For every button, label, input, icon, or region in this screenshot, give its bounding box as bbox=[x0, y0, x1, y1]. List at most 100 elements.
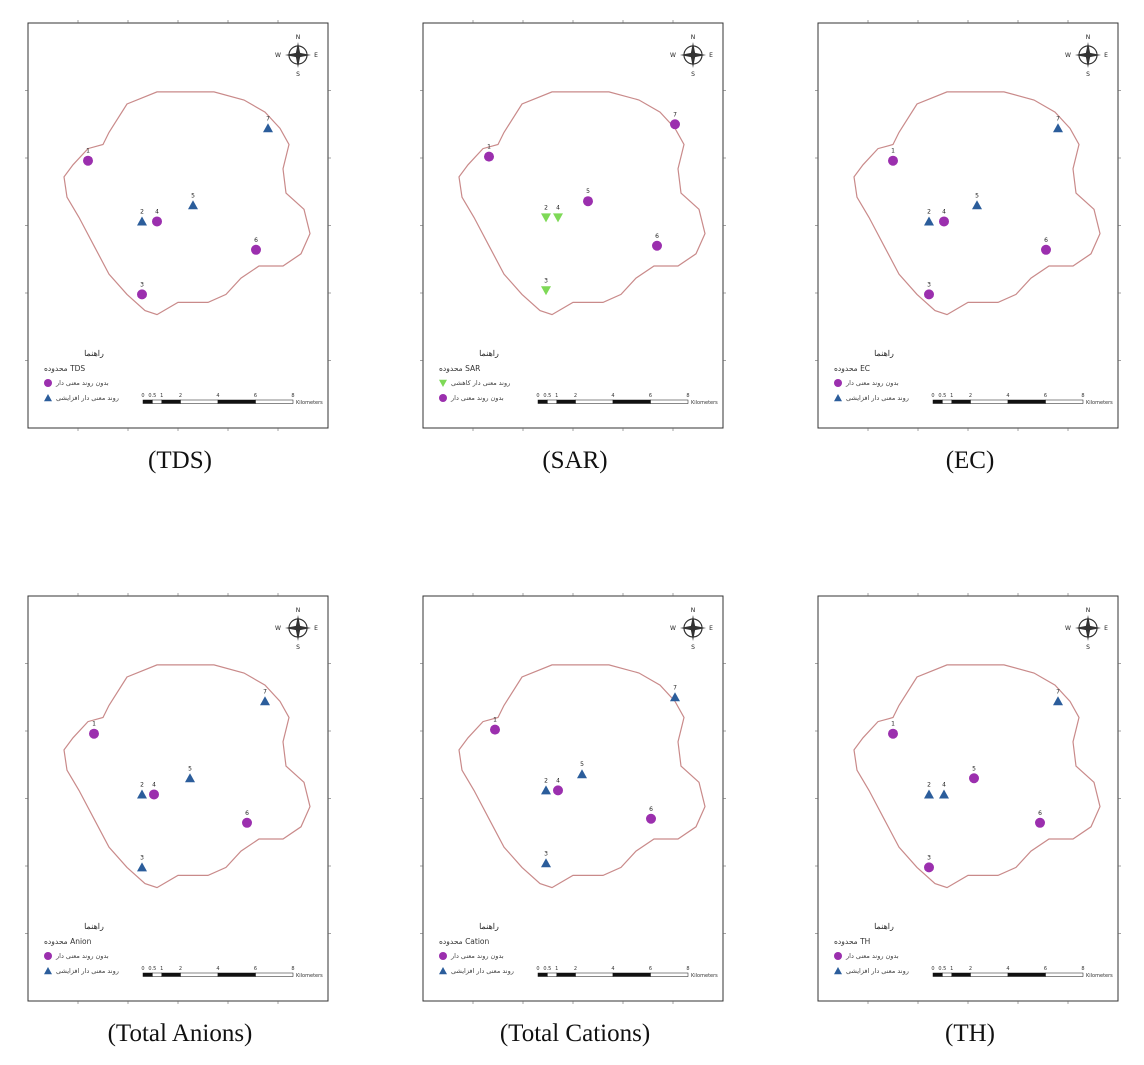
study-area-boundary bbox=[458, 664, 706, 889]
station-marker bbox=[939, 789, 949, 799]
station-marker bbox=[484, 151, 494, 162]
station-label: 7 bbox=[266, 115, 270, 122]
station-marker bbox=[1041, 244, 1051, 255]
scale-unit: Kilometers bbox=[1086, 400, 1113, 406]
station-label: 2 bbox=[544, 777, 548, 784]
compass-e: E bbox=[709, 625, 713, 632]
station-marker bbox=[1053, 123, 1063, 133]
study-area-boundary bbox=[853, 91, 1101, 316]
station-marker bbox=[541, 785, 551, 795]
legend-label: روند معنی دار افزایشی bbox=[451, 967, 514, 975]
scale-number: 8 bbox=[686, 393, 689, 399]
scale-number: 8 bbox=[291, 393, 294, 399]
compass-w: W bbox=[1065, 625, 1071, 632]
legend-symbol bbox=[834, 967, 842, 975]
scale-number: 4 bbox=[611, 393, 614, 399]
compass-icon: N S E W bbox=[1065, 607, 1108, 651]
station-label: 6 bbox=[649, 806, 653, 813]
station-label: 1 bbox=[891, 721, 895, 728]
scale-number: 8 bbox=[1081, 393, 1084, 399]
station-label: 3 bbox=[544, 850, 548, 857]
station-marker bbox=[185, 773, 195, 783]
legend-label: بدون روند معنی دار bbox=[450, 394, 504, 402]
map-svg: N S E W 1 2 3 4 5 6 7 راهنما محدوده TH بدون روند معنی… bbox=[815, 593, 1121, 1004]
station-marker bbox=[251, 244, 261, 255]
legend-heading: راهنما bbox=[479, 922, 499, 931]
station-label: 7 bbox=[673, 111, 677, 118]
station-marker bbox=[1035, 817, 1045, 828]
station-marker bbox=[583, 196, 593, 207]
panel-caption: (Total Anions) bbox=[107, 1020, 253, 1047]
scale-number: 6 bbox=[649, 393, 652, 399]
legend-heading: راهنما bbox=[874, 922, 894, 931]
legend-symbol bbox=[439, 967, 447, 975]
legend-title: محدوده TH bbox=[834, 937, 870, 946]
legend-label: روند معنی دار افزایشی bbox=[846, 967, 909, 975]
legend-symbol bbox=[439, 394, 447, 402]
station-label: 2 bbox=[544, 204, 548, 211]
station-label: 4 bbox=[942, 208, 946, 215]
station-marker bbox=[969, 773, 979, 784]
scale-number: 8 bbox=[1081, 966, 1084, 972]
scale-number: 0 bbox=[536, 966, 539, 972]
compass-n: N bbox=[1086, 34, 1091, 41]
station-label: 5 bbox=[580, 761, 584, 768]
legend-heading: راهنما bbox=[84, 922, 104, 931]
compass-n: N bbox=[296, 34, 301, 41]
station-marker bbox=[263, 123, 273, 133]
legend-label: بدون روند معنی دار bbox=[845, 379, 899, 387]
station-marker bbox=[1053, 696, 1063, 706]
station-marker bbox=[541, 286, 551, 296]
compass-e: E bbox=[314, 52, 318, 59]
map-panel: N S E W 1 2 3 4 5 6 7 راهنما محدوده TDS بدون روند معن… bbox=[10, 5, 350, 474]
scale-number: 4 bbox=[216, 966, 219, 972]
compass-icon: N S E W bbox=[670, 34, 713, 78]
compass-n: N bbox=[1086, 607, 1091, 614]
compass-s: S bbox=[691, 71, 695, 78]
legend-title: محدوده EC bbox=[834, 364, 870, 373]
legend-symbol bbox=[44, 967, 52, 975]
station-label: 1 bbox=[493, 717, 497, 724]
station-label: 5 bbox=[975, 192, 979, 199]
station-label: 6 bbox=[254, 237, 258, 244]
legend-label: بدون روند معنی دار bbox=[450, 952, 504, 960]
station-marker bbox=[490, 724, 500, 735]
scale-number: 0.5 bbox=[938, 393, 946, 399]
station-marker bbox=[137, 216, 147, 226]
legend-symbol bbox=[44, 394, 52, 402]
station-label: 1 bbox=[86, 148, 90, 155]
station-marker bbox=[646, 813, 656, 824]
scale-number: 0 bbox=[141, 966, 144, 972]
scale-number: 6 bbox=[649, 966, 652, 972]
scale-number: 0 bbox=[141, 393, 144, 399]
scale-number: 1 bbox=[950, 966, 953, 972]
scale-number: 0.5 bbox=[148, 966, 156, 972]
scale-unit: Kilometers bbox=[691, 400, 718, 406]
station-label: 5 bbox=[188, 765, 192, 772]
scale-number: 6 bbox=[1044, 393, 1047, 399]
station-marker bbox=[188, 200, 198, 210]
legend-symbol bbox=[44, 379, 52, 387]
compass-icon: N S E W bbox=[670, 607, 713, 651]
station-label: 1 bbox=[891, 148, 895, 155]
scale-number: 2 bbox=[969, 393, 972, 399]
station-label: 6 bbox=[655, 233, 659, 240]
scale-number: 0 bbox=[931, 393, 934, 399]
compass-w: W bbox=[670, 52, 676, 59]
compass-s: S bbox=[296, 644, 300, 651]
station-marker bbox=[972, 200, 982, 210]
station-label: 2 bbox=[927, 208, 931, 215]
station-label: 3 bbox=[140, 854, 144, 861]
compass-e: E bbox=[1104, 52, 1108, 59]
station-marker bbox=[89, 728, 99, 739]
compass-icon: N S E W bbox=[275, 34, 318, 78]
legend-symbol bbox=[44, 952, 52, 960]
legend-label: روند معنی دار افزایشی bbox=[846, 394, 909, 402]
compass-s: S bbox=[296, 71, 300, 78]
scale-number: 0 bbox=[931, 966, 934, 972]
compass-s: S bbox=[691, 644, 695, 651]
compass-n: N bbox=[691, 34, 696, 41]
station-label: 6 bbox=[1044, 237, 1048, 244]
station-marker bbox=[137, 289, 147, 300]
